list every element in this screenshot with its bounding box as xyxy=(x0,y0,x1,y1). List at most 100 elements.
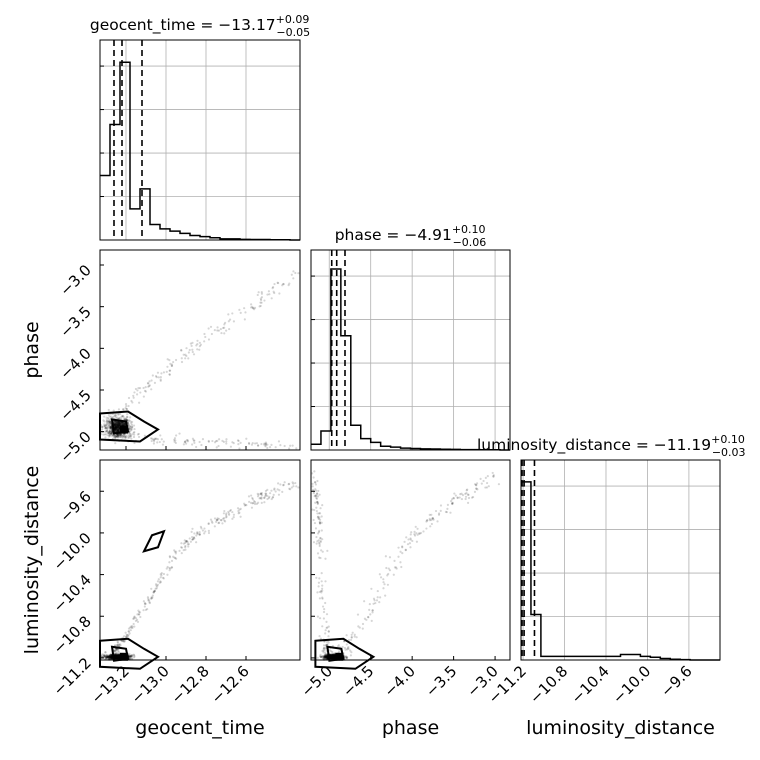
sample-point-geocent_time-luminosity_distance xyxy=(116,654,120,657)
sample-point-geocent_time-luminosity_distance xyxy=(109,653,112,657)
sample-point-phase-luminosity_distance xyxy=(317,530,321,534)
sample-point-geocent_time-phase xyxy=(117,428,120,432)
sample-point-geocent_time-phase xyxy=(159,378,162,381)
sample-point-geocent_time-phase xyxy=(132,431,135,434)
sample-point-geocent_time-phase xyxy=(110,434,113,437)
sample-point-geocent_time-phase xyxy=(249,306,253,309)
sample-point-geocent_time-luminosity_distance xyxy=(153,589,156,593)
sample-point-phase-luminosity_distance xyxy=(400,565,403,569)
sample-point-geocent_time-luminosity_distance xyxy=(110,653,113,656)
sample-point-geocent_time-luminosity_distance xyxy=(117,655,120,658)
sample-point-phase-luminosity_distance xyxy=(330,653,333,656)
sample-point-geocent_time-luminosity_distance xyxy=(117,655,120,658)
sample-point-geocent_time-phase xyxy=(112,409,115,412)
sample-point-phase-luminosity_distance xyxy=(343,655,347,659)
sample-point-geocent_time-luminosity_distance xyxy=(114,657,117,660)
sample-point-phase-luminosity_distance xyxy=(318,529,321,532)
sample-point-geocent_time-phase xyxy=(126,413,129,416)
sample-point-geocent_time-phase xyxy=(122,423,125,426)
sample-point-phase-luminosity_distance xyxy=(329,654,333,657)
sample-point-geocent_time-luminosity_distance xyxy=(160,572,163,575)
sample-point-phase-luminosity_distance xyxy=(331,657,335,660)
sample-point-geocent_time-phase xyxy=(127,396,131,400)
sample-point-geocent_time-luminosity_distance xyxy=(185,540,188,543)
sample-point-geocent_time-phase xyxy=(122,415,125,418)
sample-point-geocent_time-luminosity_distance xyxy=(110,656,113,659)
sample-point-geocent_time-luminosity_distance xyxy=(223,516,226,520)
sample-point-geocent_time-phase xyxy=(120,422,123,425)
sample-point-geocent_time-phase xyxy=(124,435,127,439)
sample-point-geocent_time-luminosity_distance xyxy=(190,530,193,533)
sample-point-geocent_time-phase xyxy=(278,292,281,295)
sample-point-geocent_time-phase xyxy=(107,418,110,421)
sample-point-phase-luminosity_distance xyxy=(407,538,410,541)
sample-point-phase-luminosity_distance xyxy=(332,656,335,659)
sample-point-phase-luminosity_distance xyxy=(331,654,334,658)
sample-point-geocent_time-phase xyxy=(117,426,120,429)
sample-point-phase-luminosity_distance xyxy=(318,516,321,519)
xtick-label-phase-3: −3.5 xyxy=(422,662,460,700)
sample-point-phase-luminosity_distance xyxy=(330,656,333,659)
sample-point-phase-luminosity_distance xyxy=(432,518,435,521)
sample-point-phase-luminosity_distance xyxy=(333,654,336,657)
sample-point-geocent_time-phase xyxy=(113,434,116,437)
sample-point-geocent_time-luminosity_distance xyxy=(118,656,121,659)
sample-point-geocent_time-phase xyxy=(114,428,117,431)
sample-point-geocent_time-phase xyxy=(113,427,117,430)
sample-point-geocent_time-luminosity_distance xyxy=(225,516,228,519)
sample-point-phase-luminosity_distance xyxy=(449,500,453,503)
sample-point-phase-luminosity_distance xyxy=(333,652,336,655)
sample-point-geocent_time-phase xyxy=(132,424,136,427)
sample-point-phase-luminosity_distance xyxy=(318,543,321,546)
sample-point-phase-luminosity_distance xyxy=(431,517,435,520)
sample-point-phase-luminosity_distance xyxy=(393,559,396,562)
sample-point-geocent_time-phase xyxy=(108,415,111,418)
sample-point-geocent_time-phase xyxy=(106,427,109,430)
sample-point-geocent_time-phase xyxy=(228,327,231,331)
sample-point-geocent_time-luminosity_distance xyxy=(115,648,118,651)
sample-point-phase-luminosity_distance xyxy=(399,561,402,564)
sample-point-geocent_time-luminosity_distance xyxy=(108,657,111,660)
sample-point-phase-luminosity_distance xyxy=(318,522,322,525)
sample-point-geocent_time-phase xyxy=(117,423,120,426)
sample-point-phase-luminosity_distance xyxy=(333,656,336,659)
sample-point-geocent_time-phase xyxy=(121,422,124,425)
sample-point-phase-luminosity_distance xyxy=(331,656,334,659)
sample-point-phase-luminosity_distance xyxy=(317,532,320,535)
sample-point-geocent_time-luminosity_distance xyxy=(253,502,257,506)
sample-point-geocent_time-luminosity_distance xyxy=(277,482,280,485)
sample-point-geocent_time-phase xyxy=(203,332,206,336)
sample-point-geocent_time-luminosity_distance xyxy=(116,656,119,659)
sample-point-phase-luminosity_distance xyxy=(358,626,361,629)
sample-point-geocent_time-phase xyxy=(114,425,117,429)
sample-point-phase-luminosity_distance xyxy=(330,657,333,660)
sample-point-phase-luminosity_distance xyxy=(332,654,335,658)
sample-point-geocent_time-phase xyxy=(184,357,187,360)
sample-point-geocent_time-phase xyxy=(127,422,130,425)
sample-point-geocent_time-phase xyxy=(121,423,125,426)
sample-point-geocent_time-phase xyxy=(175,434,178,437)
sample-point-geocent_time-phase xyxy=(123,435,126,438)
sample-point-geocent_time-phase xyxy=(270,297,273,300)
sample-point-geocent_time-luminosity_distance xyxy=(239,507,242,510)
sample-point-geocent_time-phase xyxy=(116,424,120,428)
sample-point-geocent_time-phase xyxy=(123,423,126,426)
sample-point-geocent_time-phase xyxy=(105,420,108,423)
sample-point-geocent_time-phase xyxy=(117,434,120,438)
sample-point-geocent_time-phase xyxy=(130,437,133,440)
sample-point-geocent_time-phase xyxy=(232,442,235,445)
sample-point-phase-luminosity_distance xyxy=(332,654,336,658)
sample-point-phase-luminosity_distance xyxy=(319,536,322,540)
sample-point-phase-luminosity_distance xyxy=(331,655,334,658)
sample-point-phase-luminosity_distance xyxy=(332,655,335,658)
sample-point-phase-luminosity_distance xyxy=(480,482,483,485)
sample-point-geocent_time-phase xyxy=(116,426,119,429)
sample-point-geocent_time-phase xyxy=(243,307,246,310)
sample-point-phase-luminosity_distance xyxy=(322,657,326,660)
sample-point-phase-luminosity_distance xyxy=(325,654,328,657)
sample-point-phase-luminosity_distance xyxy=(485,481,489,485)
sample-point-geocent_time-luminosity_distance xyxy=(107,655,110,658)
sample-point-phase-luminosity_distance xyxy=(331,655,334,658)
sample-point-geocent_time-luminosity_distance xyxy=(170,566,174,569)
sample-point-phase-luminosity_distance xyxy=(329,653,332,657)
